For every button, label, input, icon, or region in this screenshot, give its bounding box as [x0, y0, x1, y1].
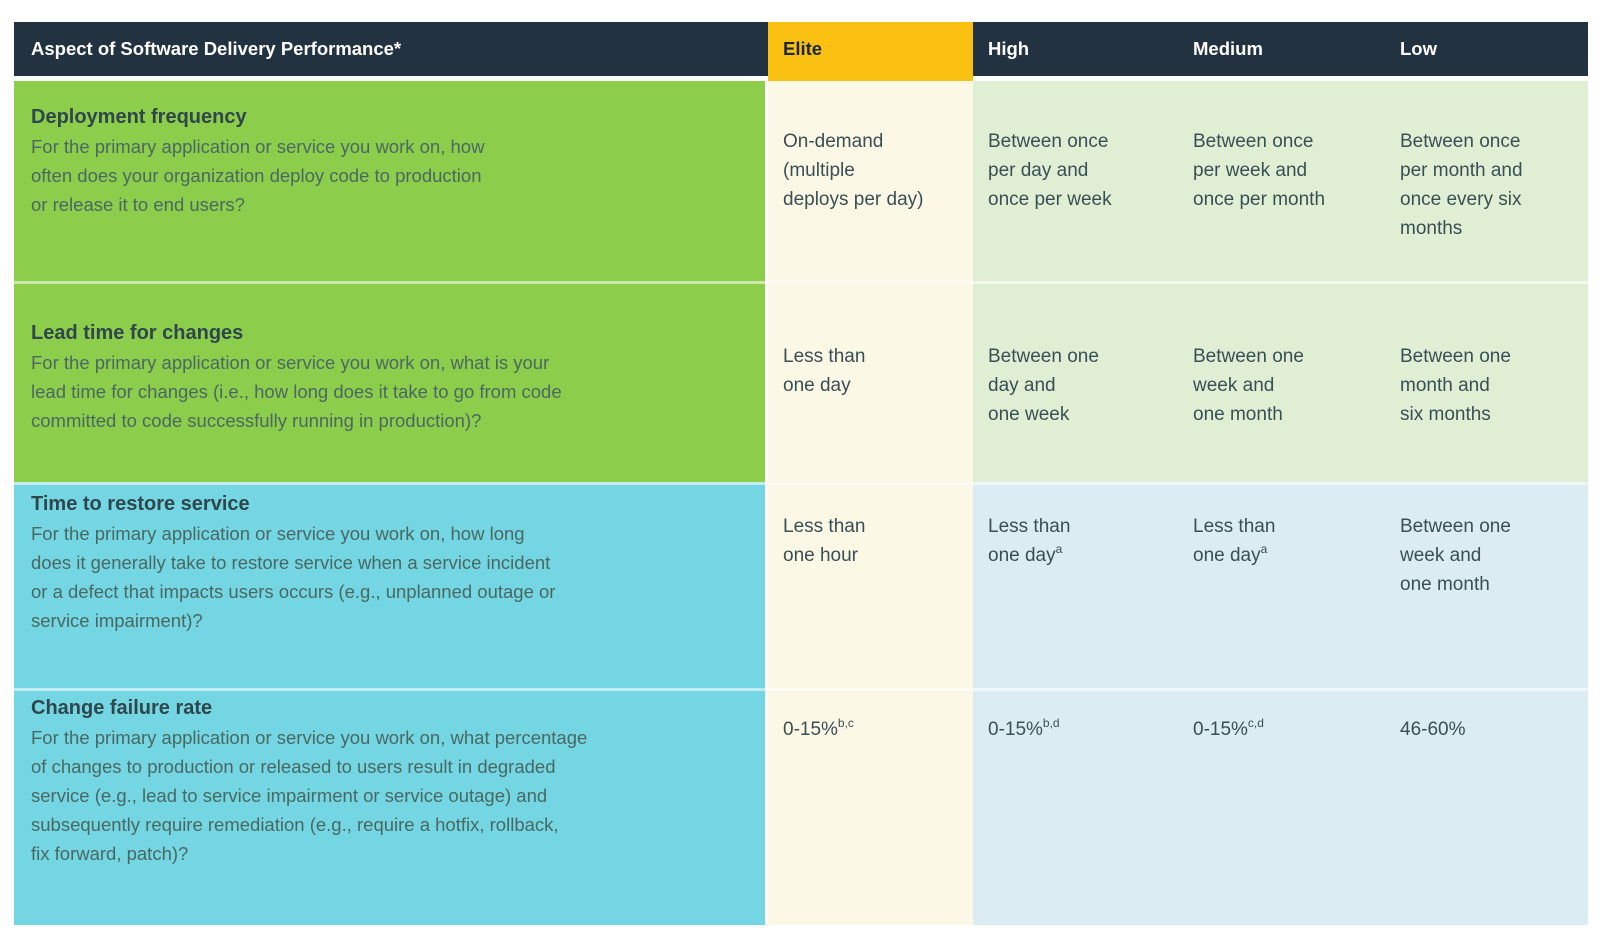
cell-time-to-restore-low: Between one week and one month	[1385, 482, 1588, 688]
cell-deployment-frequency-low: Between once per month and once every si…	[1385, 76, 1588, 281]
cell-value: 0-15%	[988, 719, 1043, 740]
cell-change-failure-rate-low: 46-60%	[1385, 688, 1588, 925]
software-delivery-performance-table: Aspect of Software Delivery Performance*…	[14, 22, 1588, 925]
cell-time-to-restore-high: Less than one daya	[973, 482, 1178, 688]
row-deployment-frequency-question: Deployment frequency For the primary app…	[14, 76, 765, 281]
cell-change-failure-rate-medium: 0-15%c,d	[1178, 688, 1385, 925]
cell-deployment-frequency-medium: Between once per week and once per month	[1178, 76, 1385, 281]
cell-value: 0-15%	[783, 719, 838, 740]
cell-value: Between once per day and once per week	[988, 131, 1112, 210]
row-change-failure-rate-question: Change failure rate For the primary appl…	[14, 688, 765, 925]
metric-title: Time to restore service	[31, 493, 250, 515]
row-time-to-restore-question: Time to restore service For the primary …	[14, 482, 765, 688]
metric-question: For the primary application or service y…	[31, 523, 556, 631]
cell-value: 0-15%	[1193, 719, 1248, 740]
cell-value: Less than one day	[988, 516, 1071, 566]
cell-time-to-restore-medium: Less than one daya	[1178, 482, 1385, 688]
header-aspect: Aspect of Software Delivery Performance*	[14, 22, 768, 76]
cell-deployment-frequency-high: Between once per day and once per week	[973, 76, 1178, 281]
cell-value: On-demand (multiple deploys per day)	[783, 131, 924, 210]
row-lead-time-question: Lead time for changes For the primary ap…	[14, 281, 765, 482]
footnote-marker: b,d	[1042, 715, 1060, 730]
cell-lead-time-low: Between one month and six months	[1385, 281, 1588, 482]
metric-question: For the primary application or service y…	[31, 352, 562, 431]
cell-lead-time-medium: Between one week and one month	[1178, 281, 1385, 482]
metric-question: For the primary application or service y…	[31, 136, 485, 215]
cell-value: Between once per month and once every si…	[1400, 131, 1523, 239]
footnote-marker: c,d	[1247, 715, 1264, 730]
header-elite: Elite	[768, 22, 973, 76]
cell-change-failure-rate-high: 0-15%b,d	[973, 688, 1178, 925]
metric-title: Change failure rate	[31, 697, 213, 719]
cell-value: 46-60%	[1400, 719, 1466, 740]
cell-value: Less than one hour	[783, 516, 866, 566]
cell-value: Between one week and one month	[1400, 516, 1511, 595]
cell-value: Between one day and one week	[988, 346, 1099, 425]
metric-title: Lead time for changes	[31, 322, 244, 344]
cell-lead-time-high: Between one day and one week	[973, 281, 1178, 482]
cell-value: Between one week and one month	[1193, 346, 1304, 425]
footnote-marker: a	[1260, 541, 1268, 556]
footnote-marker: b,c	[837, 715, 854, 730]
header-medium: Medium	[1178, 22, 1385, 76]
cell-value: Less than one day	[783, 346, 866, 396]
metric-title: Deployment frequency	[31, 106, 247, 128]
cell-change-failure-rate-elite: 0-15%b,c	[768, 688, 973, 925]
cell-time-to-restore-elite: Less than one hour	[768, 482, 973, 688]
cell-lead-time-elite: Less than one day	[768, 281, 973, 482]
cell-deployment-frequency-elite: On-demand (multiple deploys per day)	[768, 76, 973, 281]
footnote-marker: a	[1055, 541, 1063, 556]
header-high: High	[973, 22, 1178, 76]
cell-value: Less than one day	[1193, 516, 1276, 566]
header-low: Low	[1385, 22, 1588, 76]
cell-value: Between once per week and once per month	[1193, 131, 1326, 210]
cell-value: Between one month and six months	[1400, 346, 1511, 425]
metric-question: For the primary application or service y…	[31, 727, 588, 864]
